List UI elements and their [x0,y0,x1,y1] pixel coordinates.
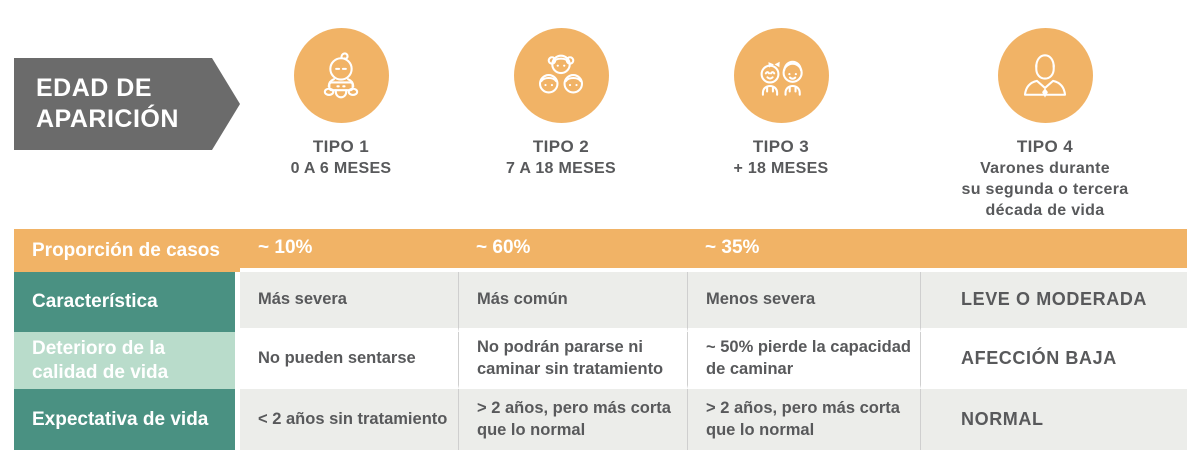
deterioro-tipo3-cell: ~ 50% pierde la capacidad de caminar [687,332,920,389]
type-4-subtitle: Varones durante su segunda o tercera déc… [961,160,1129,219]
caracteristica-tipo4-cell: LEVE O MODERADA [920,272,1187,332]
type-1-title: TIPO 1 [312,137,370,156]
type-4-column: TIPO 4 Varones durante su segunda o terc… [925,28,1165,221]
proporcion-tipo1-cell: ~ 10% [240,229,458,272]
caracteristica-tipo1-cell: Más severa [240,272,458,332]
row-header-caracteristica: Característica [14,272,235,332]
type-2-subtitle: 7 A 18 MESES [505,160,616,177]
type-3-title: TIPO 3 [752,137,810,156]
row-gap [235,272,240,332]
type-2-column: TIPO 2 7 A 18 MESES [441,28,681,180]
expectativa-tipo2-cell: > 2 años, pero más corta que lo normal [458,389,687,450]
children-icon [733,28,829,123]
expectativa-tipo3-cell: > 2 años, pero más corta que lo normal [687,389,920,450]
type-1-column: TIPO 1 0 A 6 MESES [221,28,461,180]
proporcion-tipo3-cell: ~ 35% [687,229,920,272]
type-3-column: TIPO 3 + 18 MESES [661,28,901,180]
row-deterioro-calidad-vida: Deterioro de la calidad de vida No puede… [14,332,1187,389]
caracteristica-tipo2-cell: Más común [458,272,687,332]
row-header-proporcion-de-casos: Proporción de casos [14,229,235,272]
deterioro-tipo1-cell: No pueden sentarse [240,332,458,389]
proporcion-tipo2-cell: ~ 60% [458,229,687,272]
row-gap [235,389,240,450]
deterioro-tipo2-cell: No podrán pararse ni caminar sin tratami… [458,332,687,389]
row-gap [235,332,240,389]
type-2-title: TIPO 2 [532,137,590,156]
row-gap [235,229,240,272]
proporcion-tipo4-cell [920,229,1187,272]
comparison-table: Proporción de casos ~ 10% ~ 60% ~ 35% Ca… [14,229,1187,450]
banner-line-2: APARICIÓN [36,105,179,133]
expectativa-tipo1-cell: < 2 años sin tratamiento [240,389,458,450]
type-3-subtitle: + 18 MESES [733,160,829,177]
edad-aparicion-banner: EDAD DE APARICIÓN [14,58,240,150]
row-proporcion-de-casos: Proporción de casos ~ 10% ~ 60% ~ 35% [14,229,1187,272]
deterioro-tipo4-cell: AFECCIÓN BAJA [920,332,1187,389]
baby-icon [293,28,389,123]
row-caracteristica: Característica Más severa Más común Meno… [14,272,1187,332]
row-expectativa-de-vida: Expectativa de vida < 2 años sin tratami… [14,389,1187,450]
toddlers-icon [513,28,609,123]
caracteristica-tipo3-cell: Menos severa [687,272,920,332]
type-4-title: TIPO 4 [1016,137,1074,156]
row-header-expectativa-de-vida: Expectativa de vida [14,389,235,450]
type-1-subtitle: 0 A 6 MESES [290,160,392,177]
adult-man-icon [997,28,1093,123]
banner-line-1: EDAD DE [36,73,153,102]
row-header-deterioro-calidad-vida: Deterioro de la calidad de vida [14,332,235,389]
expectativa-tipo4-cell: NORMAL [920,389,1187,450]
